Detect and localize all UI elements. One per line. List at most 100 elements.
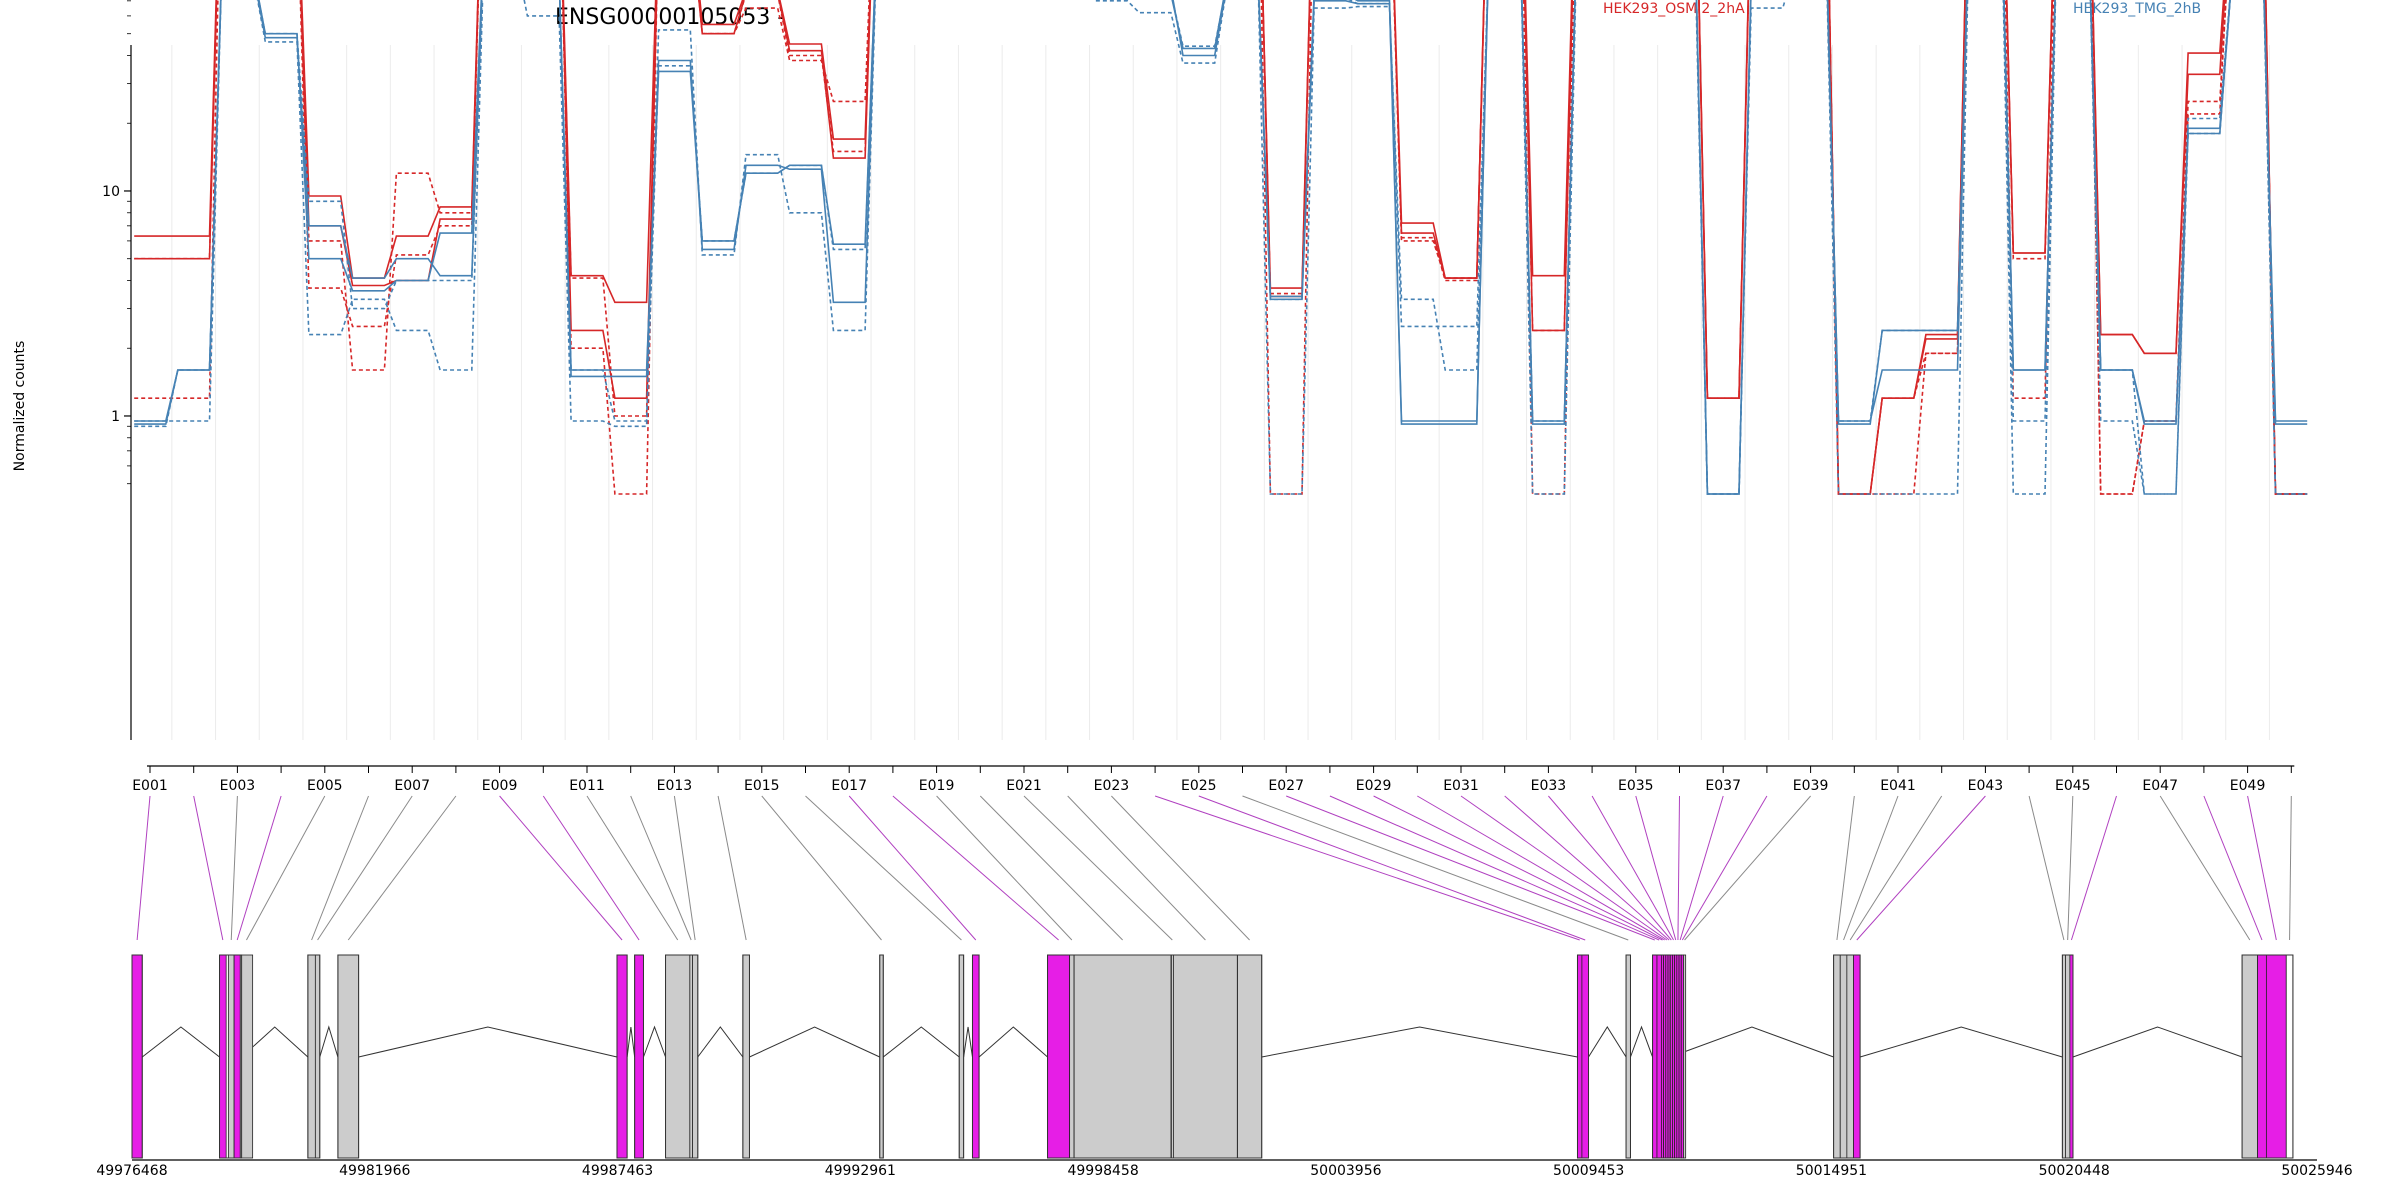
x-tick-label: E025	[1181, 778, 1217, 794]
exon-block	[1236, 954, 1263, 1159]
exon-bin	[665, 954, 691, 1159]
exon-connector	[2070, 795, 2117, 941]
genome-axis: 49976468 49981966 49987463 49992961 49998458…	[96, 1159, 2353, 1179]
x-tick-label: E035	[1618, 778, 1654, 794]
exon-bin	[2265, 954, 2287, 1159]
exon-connector	[2028, 795, 2065, 941]
y-axis: 110100	[102, 0, 132, 740]
exon-bin	[1073, 954, 1172, 1159]
intron-line	[882, 1026, 960, 1058]
x-tick-label: E005	[307, 778, 343, 794]
exon-connector	[805, 795, 962, 941]
exon-block	[1652, 954, 1671, 1159]
genome-axis-label: 49998458	[1067, 1163, 1138, 1179]
intron-line	[1261, 1026, 1578, 1058]
exon-bin	[634, 954, 644, 1159]
exon-block	[2241, 954, 2294, 1159]
exon-connector	[246, 795, 326, 941]
exon-bin	[2065, 954, 2071, 1159]
exon-connector	[630, 795, 692, 941]
x-tick-label: E037	[1705, 778, 1741, 794]
exon-connector	[1067, 795, 1206, 941]
exon-bin	[1846, 954, 1854, 1159]
exon-bin	[233, 954, 241, 1159]
exon-block	[958, 954, 965, 1159]
exon-block	[616, 954, 628, 1159]
x-tick-label: E043	[1968, 778, 2004, 794]
exon-bin	[1237, 954, 1263, 1159]
exon-block	[742, 954, 750, 1159]
vertical-gridlines	[171, 45, 2270, 740]
gene-model	[131, 954, 2294, 1159]
exon-bin	[1656, 954, 1662, 1159]
y-tick-label: 10	[102, 184, 120, 200]
exon-connector	[136, 795, 151, 941]
x-tick-label: E045	[2055, 778, 2091, 794]
intron-line	[319, 1025, 339, 1058]
exon-bin	[692, 954, 699, 1159]
intron-line	[978, 1026, 1048, 1058]
exon-bin	[742, 954, 750, 1159]
x-tick-label: E017	[831, 778, 867, 794]
intron-line	[358, 1026, 618, 1058]
intron-line	[1588, 1026, 1627, 1058]
x-tick-label: E031	[1443, 778, 1479, 794]
genome-axis-label: 50003956	[1310, 1163, 1381, 1179]
exon-connector	[1548, 795, 1672, 941]
exon-block	[879, 954, 884, 1159]
exon-bin	[1839, 954, 1848, 1159]
exon-bin	[1683, 954, 1687, 1159]
exon-block	[2061, 954, 2074, 1159]
series-line	[134, 0, 2308, 495]
exon-bin	[2257, 954, 2267, 1159]
exon-connector	[1111, 795, 1250, 941]
exon-connector	[2159, 795, 2251, 941]
exon-connector	[1504, 795, 1670, 941]
legend-entry-condition-b: HEK293_TMG_2hB	[2073, 1, 2201, 17]
exon-connector	[2247, 795, 2277, 941]
series-line	[134, 0, 2308, 495]
exon-bin	[1625, 954, 1631, 1159]
chart-title: ENSG00000105053 -	[555, 5, 785, 30]
exon-connector	[1373, 795, 1663, 941]
x-tick-label: E039	[1793, 778, 1829, 794]
exon-connector	[499, 795, 623, 941]
exon-bin	[1577, 954, 1583, 1159]
exon-connector	[347, 795, 457, 941]
exon-connector	[1023, 795, 1173, 941]
intron-line	[697, 1026, 744, 1058]
genome-axis-label: 50014951	[1796, 1163, 1867, 1179]
exon-bin	[307, 954, 316, 1159]
x-axis: E001 E003 E005 E007 E009 E011 E013 E015 E017 E019…	[132, 765, 2295, 794]
exon-connector	[2289, 795, 2292, 941]
x-tick-label: E007	[394, 778, 430, 794]
exon-block	[1576, 954, 1590, 1159]
exon-connector	[230, 795, 238, 941]
x-tick-label: E019	[919, 778, 955, 794]
exon-bin	[131, 954, 143, 1159]
x-tick-label: E013	[657, 778, 693, 794]
genome-axis-label: 49981966	[339, 1163, 410, 1179]
x-tick-label: E023	[1094, 778, 1130, 794]
exon-connector	[761, 795, 882, 941]
exon-connector	[1329, 795, 1660, 941]
exon-bin	[239, 954, 254, 1159]
genome-axis-label: 49992961	[825, 1163, 896, 1179]
exon-bin	[227, 954, 235, 1159]
exon-bin	[2285, 954, 2294, 1159]
intron-line	[141, 1026, 220, 1058]
intron-line	[1670, 1026, 1834, 1058]
exon-connector	[1417, 795, 1665, 941]
exon-bin	[879, 954, 884, 1159]
exon-bin	[1833, 954, 1841, 1159]
intron-line	[2072, 1026, 2243, 1058]
exon-block	[971, 954, 980, 1159]
exon-bin	[2241, 954, 2258, 1159]
intron-line	[963, 1026, 973, 1058]
series-line	[134, 0, 2308, 495]
exon-connector	[1460, 795, 1668, 941]
exon-connector	[1242, 795, 1629, 941]
x-tick-label: E047	[2142, 778, 2178, 794]
x-tick-label: E001	[132, 778, 168, 794]
